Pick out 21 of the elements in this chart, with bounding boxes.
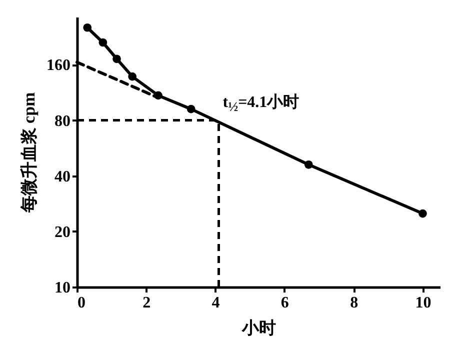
- x-axis-title: 小时: [241, 318, 276, 338]
- y-tick-label: 80: [54, 112, 70, 130]
- y-axis-title: 每微升血浆 cpm: [20, 92, 38, 214]
- x-tick-label: 4: [212, 294, 220, 312]
- point: [83, 23, 92, 32]
- y-tick-label: 160: [46, 57, 70, 74]
- point: [186, 104, 196, 114]
- point: [98, 38, 108, 47]
- x-tick-label: 10: [415, 294, 432, 312]
- x-tick-label: 6: [280, 294, 289, 312]
- x-tick-label: 2: [142, 294, 151, 312]
- x-tick-label: 0: [78, 294, 86, 312]
- y-tick-label: 10: [54, 280, 70, 296]
- y-tick-label: 20: [54, 224, 70, 241]
- x-tick-label: 8: [350, 294, 358, 312]
- point: [304, 160, 313, 169]
- point: [418, 209, 427, 218]
- point: [112, 54, 121, 64]
- annotation: t$_{½}$=4.1小时: [222, 92, 300, 116]
- point: [128, 72, 136, 81]
- y-tick-label: 40: [54, 168, 70, 186]
